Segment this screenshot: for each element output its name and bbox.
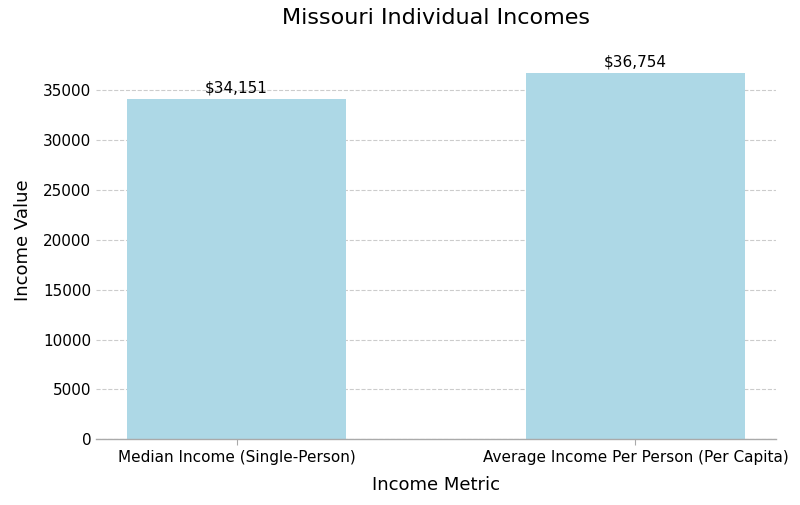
Y-axis label: Income Value: Income Value xyxy=(14,179,32,300)
Bar xyxy=(526,73,745,439)
Bar xyxy=(127,99,346,439)
X-axis label: Income Metric: Income Metric xyxy=(372,476,500,494)
Text: $36,754: $36,754 xyxy=(604,55,667,70)
Text: $34,151: $34,151 xyxy=(205,81,268,96)
Title: Missouri Individual Incomes: Missouri Individual Incomes xyxy=(282,8,590,28)
